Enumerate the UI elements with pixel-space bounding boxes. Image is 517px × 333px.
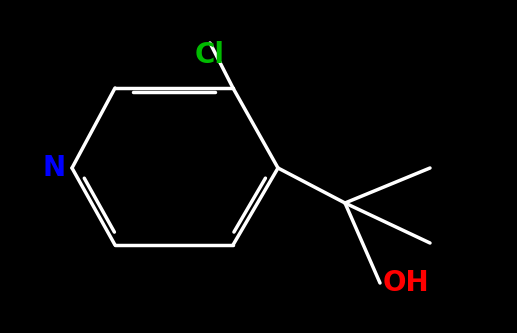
Text: Cl: Cl xyxy=(195,41,225,69)
Text: OH: OH xyxy=(383,269,429,297)
Text: N: N xyxy=(43,154,66,182)
